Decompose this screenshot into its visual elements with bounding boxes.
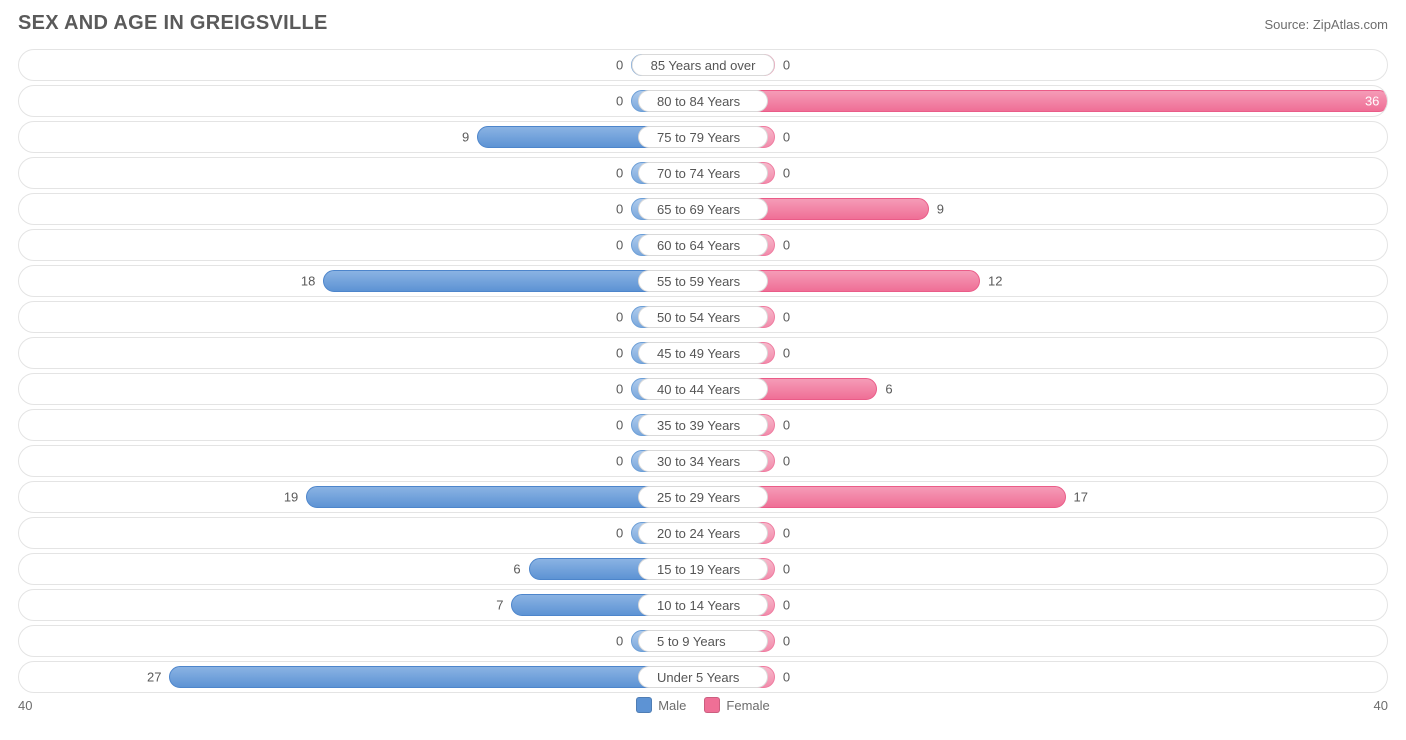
- age-category-pill: 80 to 84 Years: [638, 90, 768, 112]
- chart-row: 0 0 60 to 64 Years: [18, 229, 1388, 261]
- chart-row: 0 0 20 to 24 Years: [18, 517, 1388, 549]
- age-category-pill: 35 to 39 Years: [638, 414, 768, 436]
- chart-row: 19 17 25 to 29 Years: [18, 481, 1388, 513]
- male-value-label: 0: [616, 418, 623, 433]
- age-category-pill: Under 5 Years: [638, 666, 768, 688]
- axis-max-left: 40: [18, 698, 32, 713]
- age-category-pill: 50 to 54 Years: [638, 306, 768, 328]
- male-value-label: 27: [147, 670, 161, 685]
- female-value-label: 0: [783, 598, 790, 613]
- female-value-label: 36: [1365, 94, 1379, 109]
- female-value-label: 0: [783, 166, 790, 181]
- female-value-label: 0: [783, 310, 790, 325]
- male-value-label: 0: [616, 58, 623, 73]
- legend-female: Female: [704, 697, 769, 713]
- male-value-label: 0: [616, 526, 623, 541]
- female-value-label: 6: [885, 382, 892, 397]
- female-value-label: 0: [783, 130, 790, 145]
- legend-male: Male: [636, 697, 686, 713]
- age-category-pill: 10 to 14 Years: [638, 594, 768, 616]
- age-category-pill: 20 to 24 Years: [638, 522, 768, 544]
- legend-female-label: Female: [726, 698, 769, 713]
- male-value-bar: [169, 666, 703, 688]
- female-value-label: 17: [1074, 490, 1088, 505]
- legend-male-label: Male: [658, 698, 686, 713]
- male-swatch-icon: [636, 697, 652, 713]
- chart-row: 0 0 45 to 49 Years: [18, 337, 1388, 369]
- chart-row: 6 0 15 to 19 Years: [18, 553, 1388, 585]
- female-value-label: 0: [783, 562, 790, 577]
- age-category-pill: 70 to 74 Years: [638, 162, 768, 184]
- age-category-pill: 45 to 49 Years: [638, 342, 768, 364]
- female-value-bar: 36: [703, 90, 1388, 112]
- chart-title: SEX AND AGE IN GREIGSVILLE: [18, 12, 328, 35]
- female-value-label: 0: [783, 634, 790, 649]
- female-value-label: 0: [783, 238, 790, 253]
- chart-row: 18 12 55 to 59 Years: [18, 265, 1388, 297]
- male-value-label: 9: [462, 130, 469, 145]
- chart-row: 0 9 65 to 69 Years: [18, 193, 1388, 225]
- chart-legend: Male Female: [636, 697, 770, 713]
- axis-max-right: 40: [1374, 698, 1388, 713]
- population-pyramid-chart: 0085 Years and over03680 to 84 Years9075…: [18, 49, 1388, 693]
- male-value-label: 0: [616, 382, 623, 397]
- male-value-label: 19: [284, 490, 298, 505]
- age-category-pill: 30 to 34 Years: [638, 450, 768, 472]
- female-value-label: 0: [783, 670, 790, 685]
- female-swatch-icon: [704, 697, 720, 713]
- chart-row: 0 6 40 to 44 Years: [18, 373, 1388, 405]
- male-value-label: 0: [616, 634, 623, 649]
- chart-row: 7 0 10 to 14 Years: [18, 589, 1388, 621]
- male-value-label: 0: [616, 310, 623, 325]
- chart-row: 0 36 80 to 84 Years: [18, 85, 1388, 117]
- age-category-pill: 85 Years and over: [632, 54, 775, 76]
- age-category-pill: 5 to 9 Years: [638, 630, 768, 652]
- chart-row: 9 0 75 to 79 Years: [18, 121, 1388, 153]
- chart-header: SEX AND AGE IN GREIGSVILLE Source: ZipAt…: [18, 12, 1388, 35]
- female-value-label: 12: [988, 274, 1002, 289]
- chart-row: 0 0 30 to 34 Years: [18, 445, 1388, 477]
- male-value-label: 0: [616, 454, 623, 469]
- age-category-pill: 15 to 19 Years: [638, 558, 768, 580]
- male-value-label: 18: [301, 274, 315, 289]
- chart-row: 0 0 50 to 54 Years: [18, 301, 1388, 333]
- female-value-label: 0: [783, 346, 790, 361]
- male-value-label: 0: [616, 346, 623, 361]
- age-category-pill: 60 to 64 Years: [638, 234, 768, 256]
- chart-row: 0 0 85 Years and over: [18, 49, 1388, 81]
- female-value-label: 0: [783, 526, 790, 541]
- chart-source: Source: ZipAtlas.com: [1264, 17, 1388, 32]
- chart-row: 27 0 Under 5 Years: [18, 661, 1388, 693]
- chart-row: 0 0 70 to 74 Years: [18, 157, 1388, 189]
- chart-row: 0 0 5 to 9 Years: [18, 625, 1388, 657]
- male-value-label: 7: [496, 598, 503, 613]
- age-category-pill: 55 to 59 Years: [638, 270, 768, 292]
- chart-row: 0 0 35 to 39 Years: [18, 409, 1388, 441]
- female-value-label: 0: [783, 58, 790, 73]
- male-value-label: 0: [616, 238, 623, 253]
- age-category-pill: 75 to 79 Years: [638, 126, 768, 148]
- female-value-label: 0: [783, 418, 790, 433]
- age-category-pill: 40 to 44 Years: [638, 378, 768, 400]
- female-value-label: 0: [783, 454, 790, 469]
- age-category-pill: 25 to 29 Years: [638, 486, 768, 508]
- age-category-pill: 65 to 69 Years: [638, 198, 768, 220]
- male-value-label: 0: [616, 202, 623, 217]
- male-value-label: 0: [616, 166, 623, 181]
- female-value-label: 9: [937, 202, 944, 217]
- male-value-label: 6: [513, 562, 520, 577]
- male-value-label: 0: [616, 94, 623, 109]
- chart-footer: 40 Male Female 40: [18, 697, 1388, 713]
